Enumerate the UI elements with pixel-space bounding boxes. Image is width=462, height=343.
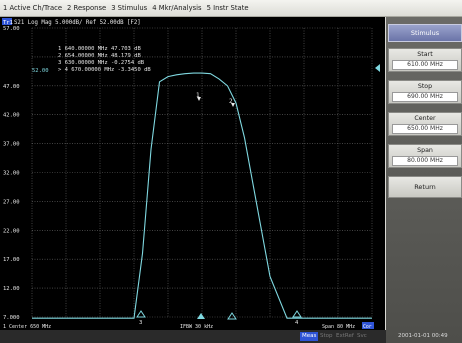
cor-badge-label: Cor <box>363 324 372 330</box>
marker-4-label: 4 <box>295 320 299 326</box>
y-tick-label: 37.00 <box>3 142 20 148</box>
center-label: 1 Center 650 MHz <box>3 324 51 330</box>
marker-1-label: 1 <box>196 92 200 99</box>
stop-label: Stop <box>417 83 433 90</box>
span-label: Span 80 MHz <box>322 324 355 330</box>
y-tick-label: 47.00 <box>3 84 20 90</box>
cor-badge <box>362 322 374 329</box>
menu-stimulus[interactable]: 3 Stimulus <box>111 4 148 12</box>
status-stop: Stop <box>320 333 333 339</box>
reference-marker <box>227 312 237 320</box>
y-tick-label: 22.00 <box>3 228 20 234</box>
center-softkey[interactable]: Center 650.00 MHz <box>388 112 462 136</box>
trace-display: Tr1 S21 Log Mag 5.000dB/ Ref 52.00dB [F2… <box>0 17 385 330</box>
menu-response[interactable]: 2 Response <box>67 4 107 12</box>
status-extref: ExtRef <box>336 333 354 339</box>
start-softkey[interactable]: Start 610.00 MHz <box>388 48 462 72</box>
span-value: 80.000 MHz <box>392 156 458 166</box>
menu-instr-state[interactable]: 5 Instr State <box>206 4 249 12</box>
center-value: 650.00 MHz <box>392 124 458 134</box>
y-tick-label: 12.00 <box>3 286 20 292</box>
center-label-key: Center <box>414 115 436 122</box>
measurement-screen: Tr1 S21 Log Mag 5.000dB/ Ref 52.00dB [F2… <box>0 17 385 330</box>
trace-badge-label: Tr1 <box>3 20 13 26</box>
y-tick-label: 57.00 <box>3 26 20 32</box>
status-datetime: 2001-01-01 00:49 <box>398 333 448 339</box>
trace-badge[interactable] <box>2 18 12 25</box>
span-label-key: Span <box>417 147 433 154</box>
stop-value: 690.00 MHz <box>392 92 458 102</box>
marker-4-pointer[interactable] <box>292 310 302 318</box>
marker-readout-3: 3 630.00000 MHz -0.2754 dB <box>58 60 145 66</box>
start-label: Start <box>417 51 433 58</box>
softkey-panel: Stimulus Start 610.00 MHz Stop 690.00 MH… <box>386 17 462 343</box>
display-background <box>0 17 385 330</box>
trace-s21 <box>32 72 372 319</box>
span-softkey[interactable]: Span 80.000 MHz <box>388 144 462 168</box>
y-tick-label: 17.00 <box>3 257 20 263</box>
marker-1-pointer[interactable] <box>197 97 201 101</box>
y-tick-label: 32.00 <box>3 171 20 177</box>
marker-3-pointer[interactable] <box>136 310 146 318</box>
y-axis-labels: 57.00 47.00 42.00 37.00 32.00 27.00 22.00 17.00… <box>3 26 20 321</box>
marker-readout-4: > 4 670.00000 MHz -3.3450 dB <box>58 67 151 73</box>
status-bar: Meas Stop ExtRef Svc <box>0 330 386 343</box>
trace-header: S21 Log Mag 5.000dB/ Ref 52.00dB [F2] <box>14 20 141 26</box>
ref-level-label: 52.00 <box>32 68 49 74</box>
menu-bar: 1 Active Ch/Trace 2 Response 3 Stimulus … <box>0 0 462 17</box>
y-tick-label: 27.00 <box>3 199 20 205</box>
status-meas: Meas <box>300 332 319 341</box>
marker-2-label: 2 <box>229 98 233 105</box>
y-tick-label: 7.000 <box>3 315 20 321</box>
marker-2-pointer[interactable] <box>231 103 235 107</box>
marker-3-label: 3 <box>139 320 142 326</box>
return-button[interactable]: Return <box>388 176 462 198</box>
status-svc: Svc <box>357 333 367 339</box>
ref-level-arrow[interactable] <box>375 64 380 72</box>
center-marker <box>197 313 205 319</box>
y-tick-label: 42.00 <box>3 113 20 119</box>
softkey-title: Stimulus <box>388 24 462 42</box>
ifbw-label: IFBW 30 kHz <box>180 324 213 330</box>
stop-softkey[interactable]: Stop 690.00 MHz <box>388 80 462 104</box>
menu-marker-analysis[interactable]: 4 Mkr/Analysis <box>152 4 202 12</box>
menu-active-ch-trace[interactable]: 1 Active Ch/Trace <box>3 4 63 12</box>
start-value: 610.00 MHz <box>392 60 458 70</box>
